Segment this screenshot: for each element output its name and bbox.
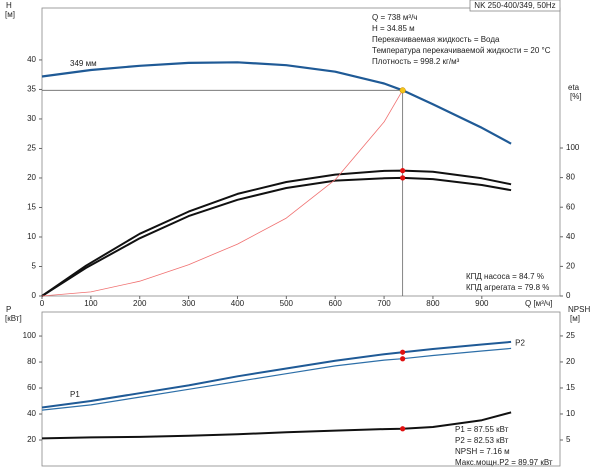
annotation: P1 = 87.55 кВт bbox=[455, 425, 509, 434]
y2-tick-label: 20 bbox=[566, 262, 575, 271]
y-tick-label: 60 bbox=[27, 383, 36, 392]
duty-point bbox=[400, 168, 406, 174]
y-tick-label: 20 bbox=[27, 435, 36, 444]
y-tick-label: 25 bbox=[27, 144, 36, 153]
y-tick-label: 0 bbox=[32, 291, 37, 300]
y2-tick-label: 15 bbox=[566, 383, 575, 392]
x-tick-label: 200 bbox=[133, 299, 147, 308]
series-label: P2 bbox=[515, 338, 525, 347]
annotation: КПД агрегата = 79.8 % bbox=[466, 283, 549, 292]
duty-point bbox=[400, 426, 406, 432]
y-tick-label: 30 bbox=[27, 114, 36, 123]
y2-axis-unit: [м] bbox=[570, 314, 580, 323]
y2-axis-label: eta bbox=[568, 83, 580, 92]
y-tick-label: 15 bbox=[27, 203, 36, 212]
plot-frame bbox=[41, 7, 561, 297]
series-label: 349 мм bbox=[70, 59, 97, 68]
x-tick-label: 700 bbox=[377, 299, 391, 308]
y2-tick-label: 60 bbox=[566, 202, 575, 211]
y2-axis-unit: [%] bbox=[570, 92, 582, 101]
curve bbox=[41, 90, 403, 297]
y2-tick-label: 0 bbox=[566, 291, 571, 300]
annotation: H = 34.85 м bbox=[372, 24, 415, 33]
x-tick-label: 500 bbox=[280, 299, 294, 308]
y-tick-label: 5 bbox=[32, 262, 37, 271]
x-tick-label: 900 bbox=[475, 299, 489, 308]
x-tick-label: 300 bbox=[182, 299, 196, 308]
x-tick-label: 800 bbox=[426, 299, 440, 308]
annotation: P2 = 82.53 кВт bbox=[455, 436, 509, 445]
y-tick-label: 35 bbox=[27, 85, 36, 94]
series-label: P1 bbox=[70, 390, 80, 399]
title-box bbox=[469, 0, 561, 12]
curve bbox=[41, 411, 512, 440]
y-axis-label: H bbox=[6, 1, 12, 10]
annotation: Макс.мощн.P2 = 89.97 кВт bbox=[455, 458, 553, 467]
x-tick-label: 600 bbox=[329, 299, 343, 308]
y-axis-unit: [м] bbox=[5, 10, 15, 19]
curve bbox=[41, 176, 512, 297]
duty-point bbox=[400, 349, 406, 355]
duty-point bbox=[400, 356, 406, 362]
curve bbox=[41, 340, 512, 409]
y-tick-label: 10 bbox=[27, 232, 36, 241]
y2-tick-label: 40 bbox=[566, 232, 575, 241]
y-axis-label: P bbox=[6, 305, 11, 314]
plot-frame bbox=[41, 311, 561, 467]
x-tick-label: 100 bbox=[84, 299, 98, 308]
y2-axis-label: NPSH bbox=[568, 305, 590, 314]
y2-tick-label: 20 bbox=[566, 357, 575, 366]
y-tick-label: 40 bbox=[27, 55, 36, 64]
y-tick-label: 20 bbox=[27, 173, 36, 182]
annotation: Перекачиваемая жидкость = Вода bbox=[372, 35, 500, 44]
y2-tick-label: 100 bbox=[566, 143, 580, 152]
duty-point bbox=[400, 175, 406, 181]
curve bbox=[41, 61, 512, 145]
operating-point bbox=[399, 87, 406, 94]
y2-tick-label: 10 bbox=[566, 409, 575, 418]
x-tick-label: 400 bbox=[231, 299, 245, 308]
x-tick-label: 0 bbox=[40, 299, 45, 308]
y2-tick-label: 80 bbox=[566, 173, 575, 182]
annotation: Плотность = 998.2 кг/м³ bbox=[372, 57, 460, 66]
y-tick-label: 80 bbox=[27, 357, 36, 366]
y-tick-label: 100 bbox=[23, 331, 37, 340]
y-axis-unit: [кВт] bbox=[5, 314, 22, 323]
annotation: NPSH = 7.16 м bbox=[455, 447, 510, 456]
x-axis-label: Q [м³/ч] bbox=[525, 299, 552, 308]
curve bbox=[41, 169, 512, 297]
annotation: КПД насоса = 84.7 % bbox=[466, 272, 544, 281]
curve bbox=[41, 347, 512, 411]
annotation: Q = 738 м³/ч bbox=[372, 13, 417, 22]
y2-tick-label: 5 bbox=[566, 435, 571, 444]
y-tick-label: 40 bbox=[27, 409, 36, 418]
y2-tick-label: 25 bbox=[566, 331, 575, 340]
annotation: Температура перекачиваемой жидкости = 20… bbox=[372, 46, 551, 55]
chart-title: NK 250-400/349, 50Hz bbox=[474, 1, 555, 10]
